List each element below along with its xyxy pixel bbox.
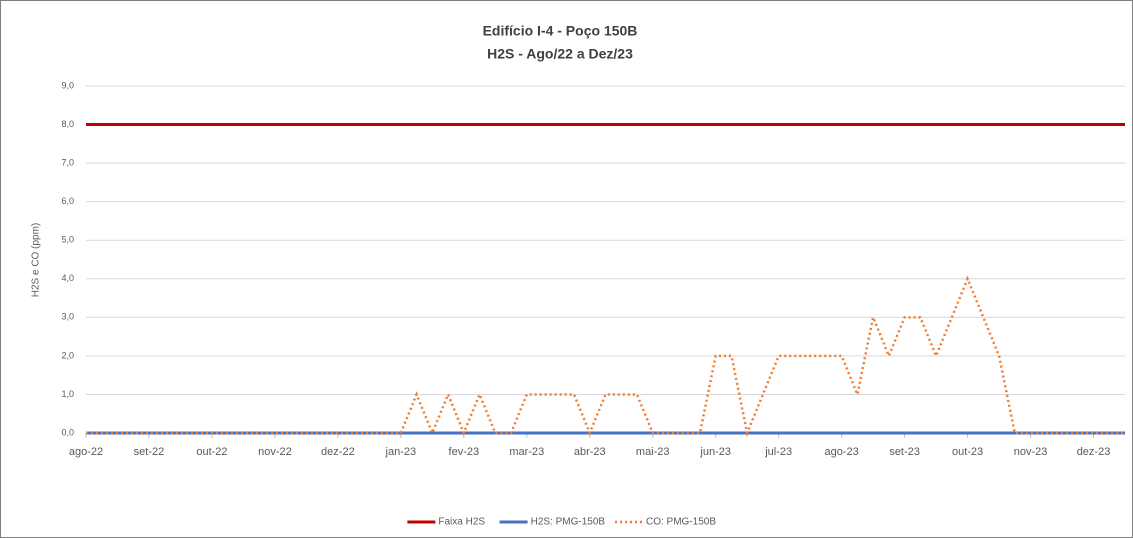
y-axis-label: H2S e CO (ppm): [31, 223, 42, 297]
chart-title: Edifício I-4 - Poço 150B: [483, 23, 638, 39]
y-tick-label: 5,0: [61, 235, 74, 245]
y-tick-label: 4,0: [61, 273, 74, 283]
y-tick-label: 0,0: [61, 427, 74, 437]
chart-subtitle: H2S - Ago/22 a Dez/23: [487, 46, 633, 62]
x-tick-label: abr-23: [574, 446, 606, 458]
x-tick-label: ago-22: [69, 446, 103, 458]
y-tick-label: 7,0: [61, 157, 74, 167]
x-tick-label: set-23: [889, 446, 920, 458]
y-tick-label: 3,0: [61, 312, 74, 322]
x-tick-label: ago-23: [825, 446, 859, 458]
legend-label: CO: PMG-150B: [646, 517, 716, 528]
x-tick-label: mai-23: [636, 446, 670, 458]
x-tick-label: jul-23: [764, 446, 792, 458]
y-tick-label: 8,0: [61, 119, 74, 129]
legend-label: H2S: PMG-150B: [531, 517, 606, 528]
series-line: [86, 275, 1125, 438]
x-tick-label: mar-23: [509, 446, 544, 458]
x-tick-label: out-23: [952, 446, 983, 458]
x-tick-label: dez-22: [321, 446, 355, 458]
x-tick-label: nov-23: [1014, 446, 1048, 458]
y-tick-label: 9,0: [61, 80, 74, 90]
x-tick-label: jun-23: [699, 446, 731, 458]
legend-label: Faixa H2S: [438, 517, 485, 528]
x-tick-label: out-22: [196, 446, 227, 458]
x-tick-label: jan-23: [385, 446, 417, 458]
y-tick-label: 1,0: [61, 389, 74, 399]
x-tick-label: nov-22: [258, 446, 292, 458]
x-tick-label: fev-23: [449, 446, 480, 458]
y-tick-label: 6,0: [61, 196, 74, 206]
y-tick-label: 2,0: [61, 350, 74, 360]
x-tick-label: set-22: [134, 446, 165, 458]
x-tick-label: dez-23: [1077, 446, 1111, 458]
